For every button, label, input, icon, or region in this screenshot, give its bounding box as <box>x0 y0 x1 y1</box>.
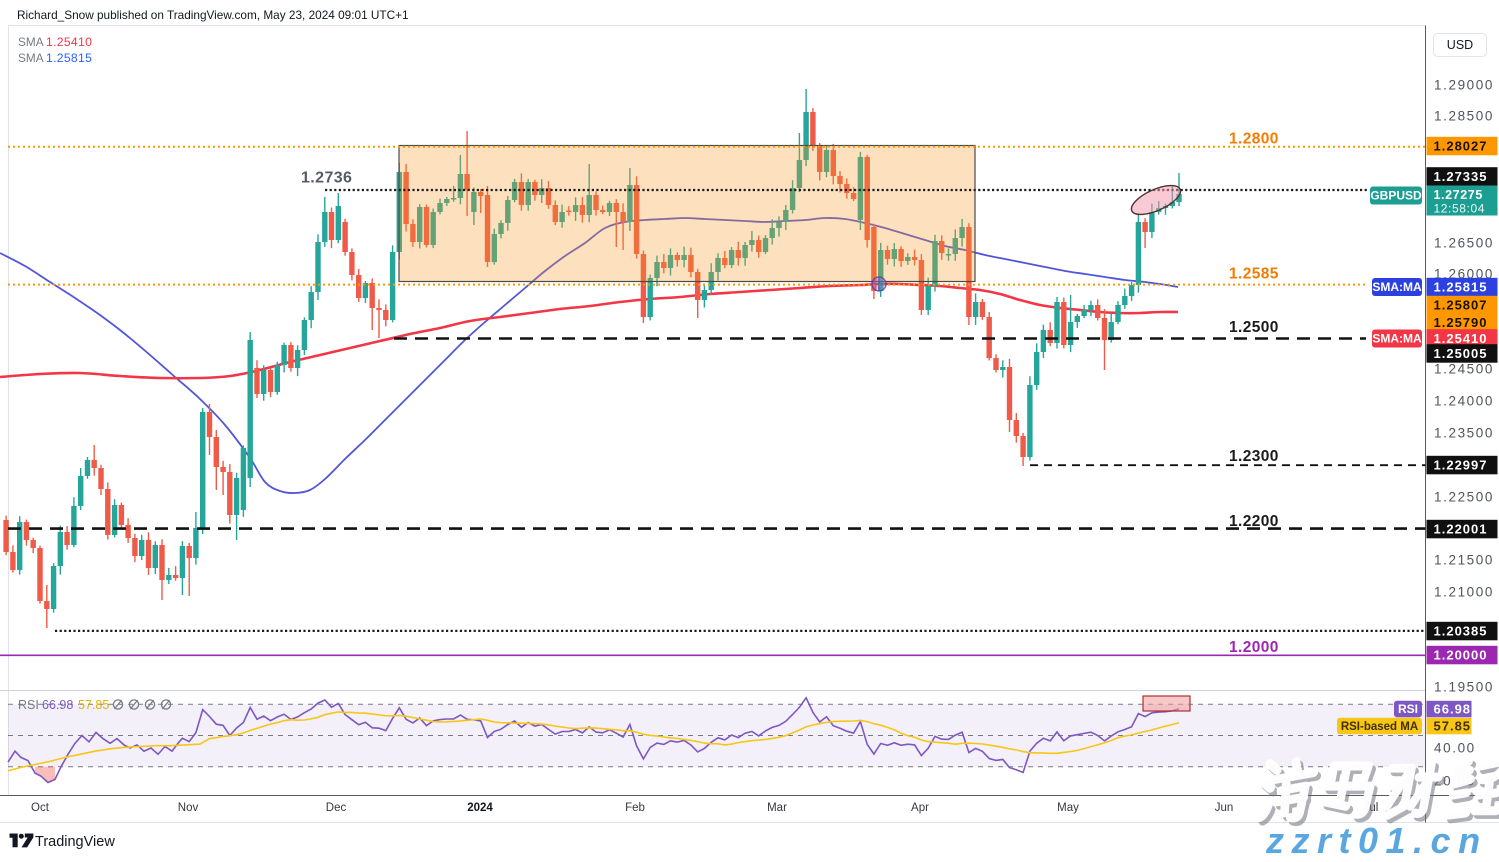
svg-text:1.25807: 1.25807 <box>1434 297 1488 312</box>
svg-text:1.2736: 1.2736 <box>301 170 352 187</box>
svg-text:1.25410: 1.25410 <box>1434 331 1488 346</box>
svg-text:zzrt01.cn: zzrt01.cn <box>1265 820 1488 857</box>
svg-text:57.85: 57.85 <box>78 698 109 712</box>
svg-text:1.2300: 1.2300 <box>1229 448 1279 465</box>
svg-text:1.2500: 1.2500 <box>1229 319 1279 336</box>
svg-text:1.22500: 1.22500 <box>1434 490 1494 505</box>
svg-text:1.2800: 1.2800 <box>1229 131 1279 148</box>
svg-text:1.20000: 1.20000 <box>1434 647 1488 662</box>
svg-text:1.24500: 1.24500 <box>1434 362 1494 377</box>
svg-text:Jun: Jun <box>1215 802 1234 814</box>
svg-text:TradingView: TradingView <box>35 834 115 850</box>
svg-text:SMA: SMA <box>18 35 44 49</box>
svg-text:USD: USD <box>1447 38 1473 52</box>
svg-text:12:58:04: 12:58:04 <box>1434 202 1486 216</box>
svg-text:Feb: Feb <box>625 802 645 814</box>
svg-text:1.25790: 1.25790 <box>1434 315 1488 330</box>
svg-text:1.26500: 1.26500 <box>1434 236 1494 251</box>
svg-text:40.00: 40.00 <box>1434 741 1476 756</box>
svg-text:GBPUSD: GBPUSD <box>1370 189 1422 203</box>
svg-text:1.2000: 1.2000 <box>1229 639 1279 656</box>
svg-text:1.25005: 1.25005 <box>1434 346 1488 361</box>
svg-text:66.98: 66.98 <box>1434 701 1472 716</box>
svg-text:Mar: Mar <box>767 802 787 814</box>
svg-text:2024: 2024 <box>467 802 493 814</box>
svg-text:Richard_Snow published on Trad: Richard_Snow published on TradingView.co… <box>17 8 409 22</box>
svg-text:1.19500: 1.19500 <box>1434 680 1494 695</box>
svg-text:1.25410: 1.25410 <box>46 35 92 49</box>
svg-text:May: May <box>1057 802 1079 814</box>
svg-text:1.27275: 1.27275 <box>1434 188 1483 202</box>
svg-text:66.98: 66.98 <box>42 698 73 712</box>
svg-text:1.22001: 1.22001 <box>1434 521 1488 536</box>
svg-text:1.2200: 1.2200 <box>1229 513 1279 530</box>
svg-text:1.26000: 1.26000 <box>1434 267 1494 282</box>
svg-text:SMA:MA: SMA:MA <box>1372 332 1422 346</box>
svg-text:1.21500: 1.21500 <box>1434 553 1494 568</box>
svg-text:1.29000: 1.29000 <box>1434 78 1494 93</box>
svg-text:SMA: SMA <box>18 51 44 65</box>
svg-text:RSI: RSI <box>18 698 39 712</box>
svg-text:1.23500: 1.23500 <box>1434 426 1494 441</box>
svg-text:RSI: RSI <box>1398 702 1418 716</box>
svg-text:1.27335: 1.27335 <box>1434 169 1488 184</box>
svg-text:1.28500: 1.28500 <box>1434 109 1494 124</box>
svg-text:1.21000: 1.21000 <box>1434 585 1494 600</box>
svg-text:SMA:MA: SMA:MA <box>1372 280 1422 294</box>
svg-text:Oct: Oct <box>31 802 50 814</box>
svg-text:1.2585: 1.2585 <box>1229 266 1279 283</box>
svg-text:Apr: Apr <box>911 802 929 814</box>
svg-text:Dec: Dec <box>326 802 347 814</box>
svg-text:1.25815: 1.25815 <box>46 51 92 65</box>
svg-text:1.25815: 1.25815 <box>1434 279 1488 294</box>
svg-text:1.20385: 1.20385 <box>1434 623 1488 638</box>
svg-text:Nov: Nov <box>178 802 199 814</box>
svg-text:57.85: 57.85 <box>1434 718 1472 733</box>
svg-text:RSI-based MA: RSI-based MA <box>1341 721 1418 733</box>
svg-text:1.24000: 1.24000 <box>1434 394 1494 409</box>
svg-text:1.28027: 1.28027 <box>1434 138 1488 153</box>
svg-text:1.22997: 1.22997 <box>1434 457 1488 472</box>
